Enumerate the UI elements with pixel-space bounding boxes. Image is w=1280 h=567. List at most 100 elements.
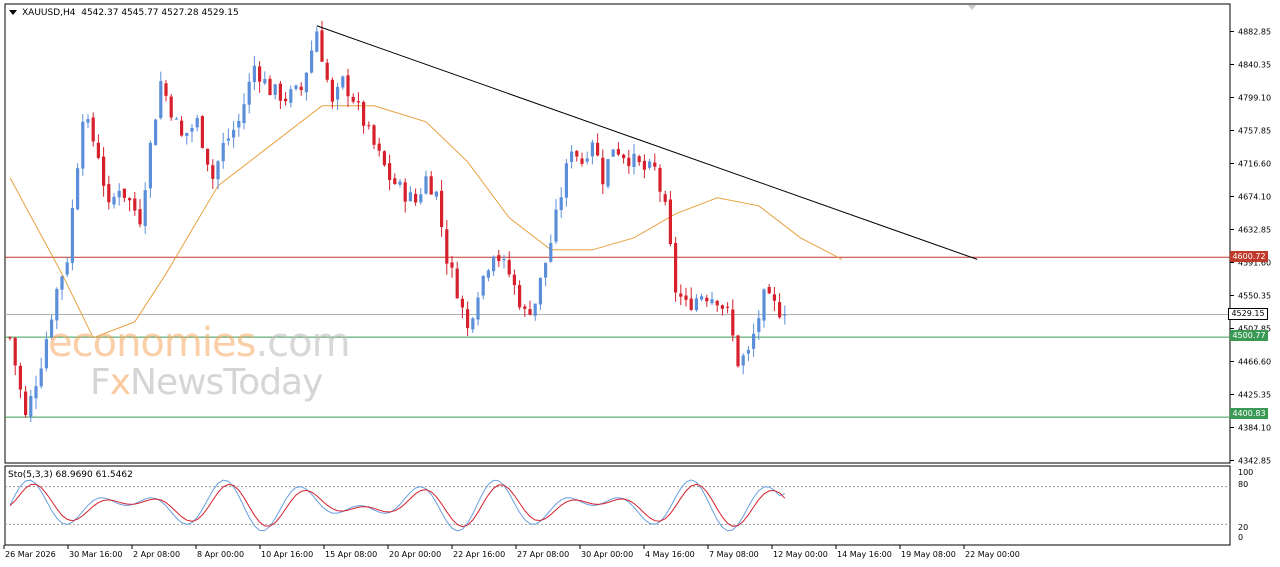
candle-55 — [294, 84, 298, 91]
candle-24 — [133, 191, 137, 216]
time-tick-label-10: 4 May 16:00 — [645, 550, 695, 559]
price-pane-frame — [4, 3, 1231, 464]
candle-61 — [325, 58, 329, 83]
candle-48 — [258, 61, 262, 93]
candle-6 — [39, 357, 43, 389]
candle-72 — [382, 150, 386, 167]
candle-83 — [440, 180, 444, 237]
candle-37 — [200, 115, 204, 149]
price-tick-label-4: 4716.60 — [1238, 160, 1271, 169]
candle-4 — [29, 389, 33, 423]
candle-137 — [720, 304, 724, 316]
candle-43 — [232, 121, 236, 148]
candle-124 — [653, 153, 657, 171]
time-tick-label-1: 30 Mar 16:00 — [69, 550, 122, 559]
candle-96 — [507, 251, 511, 278]
candle-68 — [362, 100, 366, 134]
candle-13 — [76, 163, 80, 211]
candle-32 — [174, 116, 178, 120]
candle-21 — [117, 183, 121, 206]
candle-149 — [783, 305, 787, 325]
time-tick-label-8: 27 Apr 08:00 — [517, 550, 569, 559]
candle-130 — [684, 287, 688, 307]
candle-49 — [263, 71, 267, 86]
price-tick-label-8: 4550.35 — [1238, 292, 1271, 301]
osc-tick-label-2: 20 — [1238, 523, 1248, 532]
badge-current-price: 4529.15 — [1228, 308, 1268, 320]
time-tick-label-3: 8 Apr 00:00 — [197, 550, 244, 559]
time-tick-label-11: 7 May 08:00 — [709, 550, 759, 559]
candle-28 — [154, 118, 158, 146]
candle-114 — [601, 149, 605, 194]
candle-145 — [762, 288, 766, 328]
time-tick-label-12: 12 May 00:00 — [773, 550, 828, 559]
candle-29 — [159, 71, 163, 120]
candle-85 — [450, 256, 454, 278]
candle-129 — [679, 284, 683, 306]
candle-11 — [65, 257, 69, 278]
candle-108 — [570, 145, 574, 169]
candle-134 — [705, 294, 709, 307]
candle-27 — [148, 140, 152, 198]
candle-67 — [356, 92, 360, 111]
candle-131 — [689, 287, 693, 312]
candle-44 — [237, 113, 241, 137]
collapse-triangle-icon[interactable] — [9, 10, 17, 15]
price-tick-label-13: 4342.85 — [1238, 457, 1271, 466]
candle-136 — [715, 299, 719, 312]
candle-41 — [221, 132, 225, 169]
candle-45 — [242, 93, 246, 130]
symbol-header: XAUUSD,H4 4542.37 4545.77 4527.28 4529.1… — [9, 8, 239, 18]
candle-126 — [663, 190, 667, 206]
candle-74 — [393, 173, 397, 185]
candle-113 — [596, 133, 600, 157]
candle-115 — [606, 158, 610, 189]
candle-116 — [611, 149, 615, 157]
candle-19 — [107, 175, 111, 210]
candle-123 — [648, 158, 652, 170]
candle-77 — [408, 186, 412, 202]
candle-138 — [726, 302, 730, 314]
candle-25 — [138, 199, 142, 228]
ohlc-values: 4542.37 4545.77 4527.28 4529.15 — [81, 8, 239, 18]
candle-15 — [86, 114, 90, 129]
candle-18 — [102, 147, 106, 197]
time-tick-label-7: 22 Apr 16:00 — [453, 550, 505, 559]
candle-1 — [13, 337, 17, 376]
badge-support-2: 4400.83 — [1230, 408, 1268, 419]
candle-20 — [112, 193, 116, 209]
trendline — [316, 25, 978, 260]
candle-35 — [190, 124, 194, 143]
candle-143 — [752, 323, 756, 357]
candle-90 — [476, 292, 480, 326]
candle-118 — [622, 153, 626, 164]
symbol-name: XAUUSD,H4 — [22, 8, 76, 18]
time-tick-label-5: 15 Apr 08:00 — [325, 550, 377, 559]
candle-98 — [518, 280, 522, 310]
candle-57 — [304, 72, 308, 101]
candle-122 — [642, 154, 646, 179]
candle-121 — [637, 154, 641, 166]
candle-146 — [767, 284, 771, 295]
candle-94 — [497, 249, 501, 267]
price-tick-label-10: 4466.60 — [1238, 358, 1271, 367]
candle-91 — [481, 274, 485, 300]
candle-100 — [528, 300, 532, 316]
price-tick-label-7: 4591.60 — [1238, 259, 1271, 268]
candle-69 — [367, 121, 371, 130]
candle-63 — [336, 82, 340, 111]
candle-125 — [658, 164, 662, 203]
candle-50 — [268, 75, 272, 96]
price-tick-label-11: 4425.35 — [1238, 391, 1271, 400]
candle-79 — [419, 187, 423, 205]
candle-53 — [284, 92, 288, 106]
candle-2 — [18, 362, 22, 399]
candle-33 — [180, 116, 184, 137]
price-tick-label-6: 4632.85 — [1238, 226, 1271, 235]
candle-97 — [512, 269, 516, 295]
candle-65 — [346, 68, 350, 108]
candle-42 — [226, 128, 230, 146]
candle-142 — [746, 346, 750, 361]
candle-8 — [50, 314, 54, 340]
